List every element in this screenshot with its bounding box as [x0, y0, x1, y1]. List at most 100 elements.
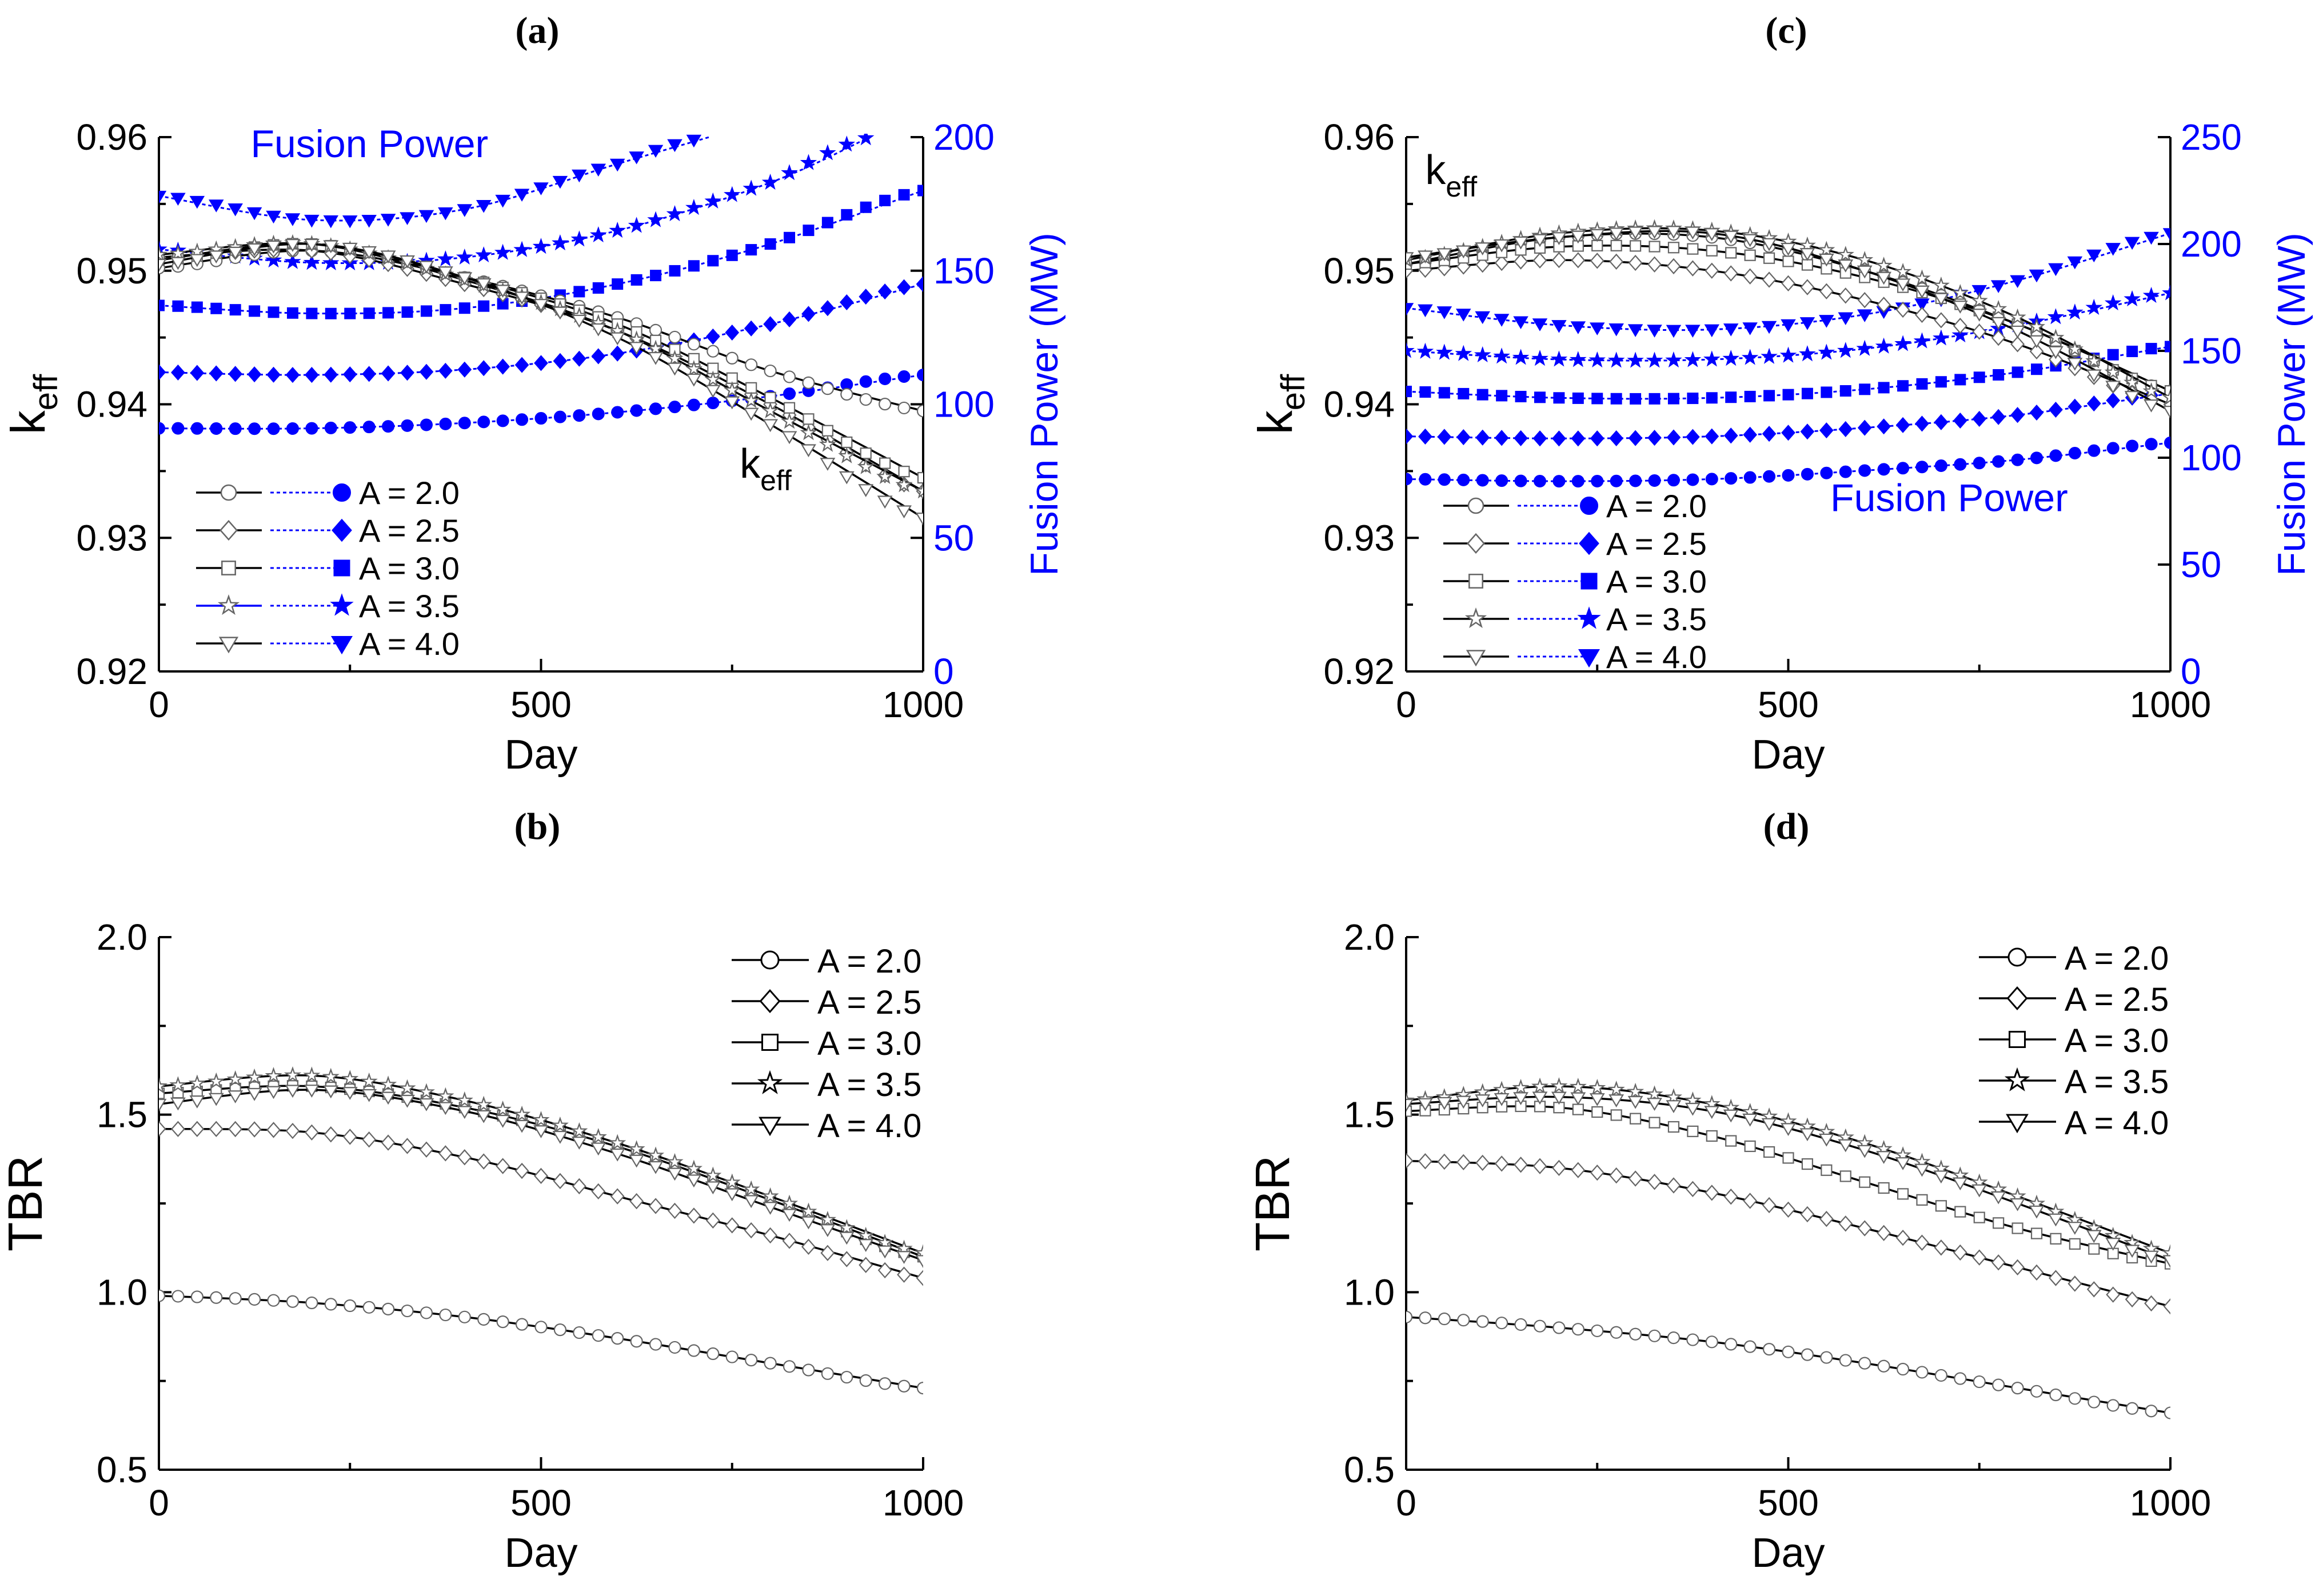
- data-point: [323, 1085, 339, 1099]
- data-point: [1419, 386, 1431, 398]
- data-point: [1406, 303, 1414, 316]
- right-axis-label: Fusion Power (MW): [2270, 233, 2313, 576]
- data-point: [879, 1377, 892, 1390]
- data-point: [1743, 268, 1758, 285]
- legend-item: A = 3.5: [732, 1066, 921, 1103]
- data-point: [159, 258, 167, 272]
- panel-a: (a) 0 500 1000 0.92 0.93 0.94 0.95 0.96 0 50 100 150…: [1, 10, 1066, 778]
- data-point: [2009, 308, 2026, 325]
- data-point: [246, 1087, 262, 1101]
- data-point: [1991, 329, 2006, 346]
- data-point: [2011, 1381, 2024, 1395]
- data-point: [342, 366, 357, 383]
- data-point: [553, 1323, 567, 1337]
- data-point: [2048, 351, 2063, 368]
- data-point: [1992, 455, 2005, 468]
- data-point: [2164, 1406, 2170, 1419]
- data-point: [687, 338, 701, 351]
- data-point: [342, 1087, 358, 1100]
- data-point: [1512, 349, 1530, 365]
- data-point: [1589, 229, 1605, 242]
- data-point: [190, 365, 205, 381]
- data-point: [2124, 1245, 2140, 1258]
- data-point: [285, 239, 301, 252]
- data-point: [1550, 1077, 1568, 1094]
- data-point: [380, 1091, 396, 1105]
- data-point: [1706, 245, 1718, 257]
- data-point: [305, 422, 318, 435]
- data-point: [1436, 1097, 1452, 1110]
- data-point: [437, 266, 453, 279]
- data-point: [551, 1116, 569, 1133]
- x-tick-label: 500: [510, 684, 572, 725]
- data-point: [1705, 1185, 1719, 1201]
- data-point: [458, 302, 470, 314]
- data-point: [303, 1066, 321, 1083]
- data-point: [1704, 228, 1720, 241]
- legend-item: A = 2.5: [1979, 981, 2169, 1018]
- data-point: [628, 1140, 645, 1157]
- data-point: [724, 186, 741, 202]
- data-point: [879, 373, 892, 386]
- data-point: [552, 1130, 568, 1144]
- data-point: [1742, 234, 1758, 247]
- data-point: [1973, 1375, 1986, 1389]
- data-point: [2067, 1222, 2083, 1235]
- data-point: [1859, 1176, 1871, 1188]
- data-point: [382, 307, 394, 319]
- data-point: [1476, 389, 1488, 401]
- data-point: [609, 222, 626, 238]
- data-point: [1705, 473, 1718, 486]
- legend-label: A = 3.5: [359, 588, 460, 624]
- right-tick-label: 200: [2181, 223, 2242, 265]
- data-point: [2049, 449, 2062, 462]
- data-point: [2105, 243, 2121, 256]
- data-point: [170, 1121, 185, 1137]
- data-point: [1934, 1369, 1947, 1382]
- data-point: [1935, 376, 1947, 388]
- data-point: [1951, 283, 1969, 301]
- data-point: [208, 1093, 224, 1106]
- data-point: [362, 421, 376, 434]
- legend-marker: [759, 989, 781, 1014]
- annotation-label: Fusion Power: [250, 122, 488, 166]
- data-point: [1856, 251, 1874, 267]
- data-point: [1743, 471, 1757, 484]
- data-point: [1799, 317, 1815, 330]
- data-point: [1763, 470, 1776, 483]
- data-point: [1781, 275, 1795, 291]
- data-point: [1687, 393, 1699, 405]
- data-point: [1743, 426, 1757, 443]
- data-point: [2048, 263, 2063, 277]
- data-point: [723, 1173, 741, 1190]
- data-point: [1610, 239, 1622, 251]
- data-point: [159, 1077, 168, 1094]
- data-point: [1857, 265, 1873, 279]
- data-point: [667, 1167, 682, 1181]
- data-point: [1687, 243, 1699, 255]
- data-point: [820, 1245, 835, 1261]
- legend-marker: [1580, 497, 1598, 515]
- x-tick-label: 0: [149, 684, 169, 725]
- y-tick-label: 0.95: [1323, 250, 1395, 291]
- data-point: [704, 1166, 722, 1183]
- data-point: [1514, 1157, 1528, 1173]
- data-point: [1799, 345, 1816, 362]
- legend-item: A = 3.5: [1443, 601, 1707, 637]
- data-point: [2144, 1250, 2160, 1264]
- data-point: [2161, 388, 2170, 405]
- y-tick-label: 1.5: [97, 1094, 147, 1135]
- data-point: [1494, 254, 1509, 271]
- data-point: [821, 1367, 834, 1380]
- data-point: [1914, 1163, 1930, 1177]
- data-point: [839, 1231, 855, 1245]
- data-point: [361, 1089, 377, 1102]
- data-point: [1857, 419, 1872, 436]
- data-point: [1897, 462, 1910, 475]
- data-point: [745, 244, 757, 256]
- data-point: [1667, 1121, 1680, 1133]
- legend-marker: [1464, 607, 1487, 629]
- data-point: [1494, 239, 1510, 253]
- data-point: [1569, 351, 1587, 367]
- data-point: [2011, 453, 2024, 466]
